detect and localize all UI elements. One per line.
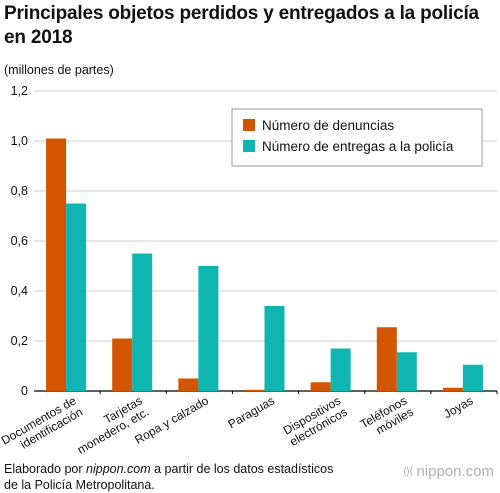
legend-swatch-denuncias — [243, 119, 255, 131]
bar-denuncias — [310, 382, 331, 391]
chart-title: Principales objetos perdidos y entregado… — [4, 3, 479, 48]
nippon-logo-text: nippon.com — [416, 463, 494, 480]
source-line-2: de la Policía Metropolitana. — [4, 478, 155, 492]
y-axis-unit-label: (millones de partes) — [4, 63, 114, 77]
x-category-label: Teléfonosmóviles — [358, 393, 416, 442]
source-suffix: a partir de los datos estadísticos — [150, 462, 334, 476]
y-tick-label: 0,4 — [11, 284, 28, 298]
bar-entregas — [462, 364, 483, 391]
legend-label: Número de denuncias — [262, 118, 394, 133]
y-tick-label: 1,2 — [11, 84, 28, 98]
bar-denuncias — [244, 389, 265, 391]
y-tick-label: 0 — [21, 384, 28, 398]
y-tick-label: 0,2 — [11, 334, 28, 348]
bar-entregas — [66, 203, 87, 391]
bar-denuncias — [178, 378, 199, 391]
bar-denuncias — [376, 327, 397, 391]
bar-entregas — [396, 352, 417, 391]
x-category-label: Dispositivoselectrónicos — [281, 393, 350, 448]
x-category-label: Joyas — [441, 393, 475, 421]
nippon-logo-icon: ⟨⟩⟨ — [402, 466, 414, 478]
bar-entregas — [264, 306, 285, 391]
legend-label: Número de entregas a la policía — [262, 139, 454, 154]
x-category-label: Tarjetasmonedero, etc. — [68, 393, 151, 456]
bar-entregas — [330, 348, 351, 391]
source-site: nippon.com — [86, 462, 151, 476]
nippon-logo: ⟨⟩⟨ nippon.com — [403, 463, 494, 480]
x-category-label: Documentos deidentificación — [0, 393, 85, 459]
source-prefix: Elaborado por — [4, 462, 87, 476]
x-category-label-line: Paraguas — [226, 393, 277, 431]
y-tick-label: 1,0 — [11, 134, 28, 148]
bar-entregas — [132, 253, 153, 391]
bar-entregas — [198, 266, 219, 391]
x-category-label-line: Joyas — [441, 393, 475, 421]
y-tick-label: 0,6 — [11, 234, 28, 248]
bar-denuncias — [46, 138, 67, 391]
x-category-label: Paraguas — [226, 393, 277, 431]
source-note: Elaborado por nippon.com a partir de los… — [4, 461, 333, 493]
bar-denuncias — [442, 387, 463, 391]
bar-denuncias — [112, 338, 133, 391]
bar-chart: 0 0,2 0,4 0,6 0,8 1,0 1,2 Documentos deidentifi… — [0, 84, 498, 459]
legend-box — [231, 108, 483, 167]
y-tick-label: 0,8 — [11, 184, 28, 198]
legend-swatch-entregas — [243, 140, 255, 152]
